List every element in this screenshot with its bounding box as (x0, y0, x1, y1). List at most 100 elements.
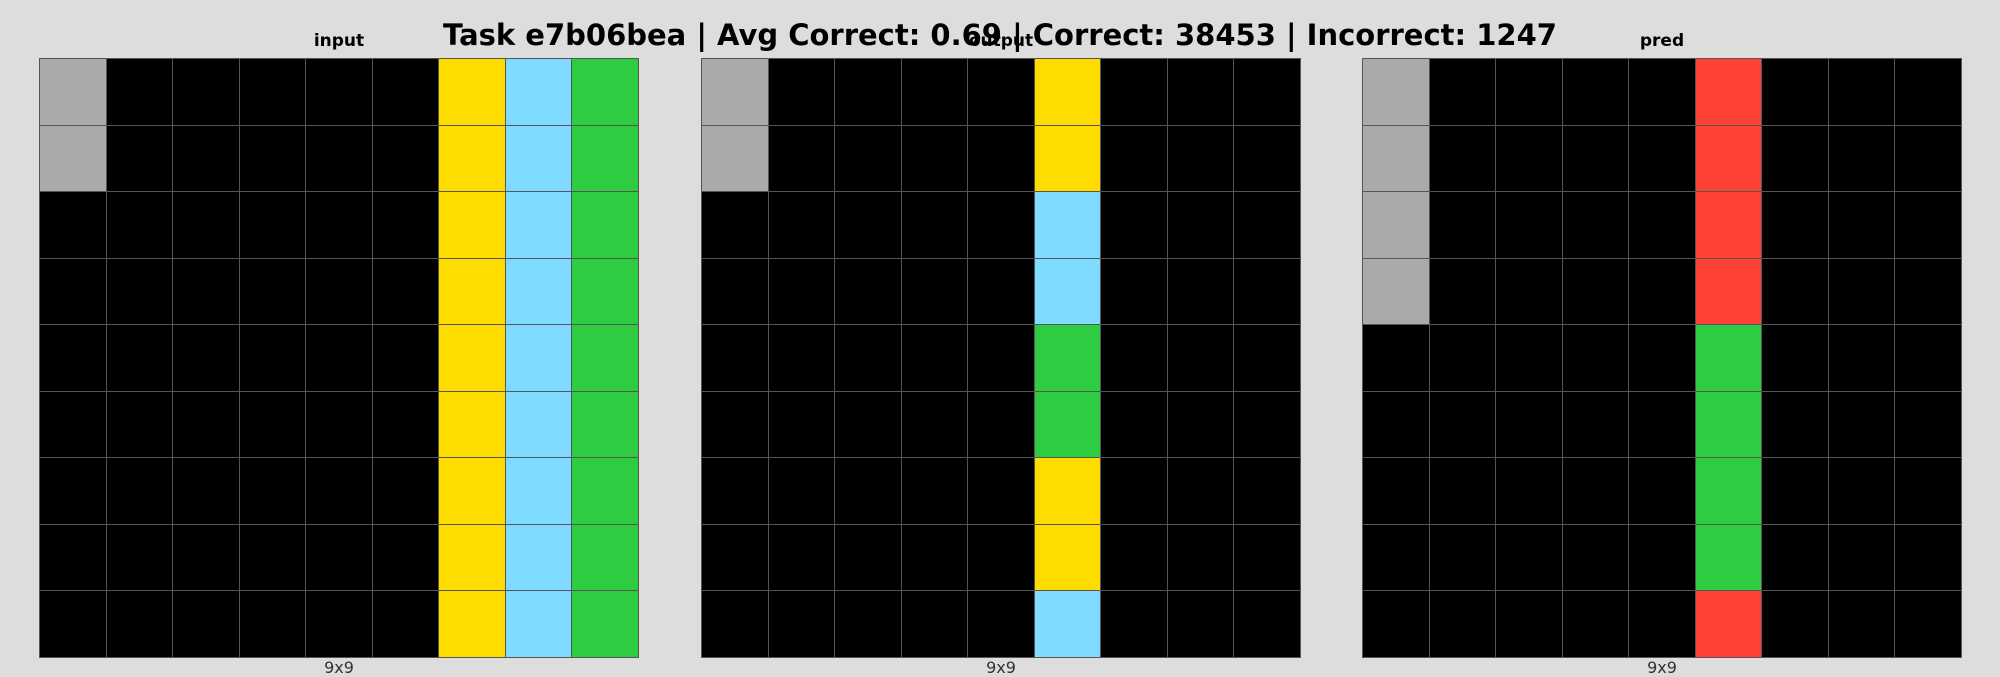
grid-cell (968, 325, 1034, 391)
grid-cell (1562, 591, 1629, 657)
grid-cell (239, 591, 306, 657)
grid-cell (306, 258, 372, 325)
grid-cell (572, 391, 638, 458)
grid-cell (40, 59, 106, 125)
grid-cell (1234, 325, 1300, 391)
grid-cell (1629, 59, 1695, 125)
grid-cell (306, 192, 372, 258)
grid-cell (1562, 524, 1629, 591)
grid-cell (901, 125, 968, 192)
grid-cell (1562, 125, 1629, 192)
grid-cell (1101, 192, 1167, 258)
grid-cell (505, 192, 572, 258)
grid-cell (372, 59, 439, 125)
grid-cell (901, 59, 968, 125)
grid-cell (1828, 524, 1895, 591)
grid-cell (968, 391, 1034, 458)
grid-cell (1695, 59, 1762, 125)
grid-cell (1234, 391, 1300, 458)
grid-cell (1629, 391, 1695, 458)
grid-cell (1695, 391, 1762, 458)
grid-cell (1429, 258, 1496, 325)
grid-cell (768, 125, 835, 192)
grid-cell (239, 258, 306, 325)
grid-cell (1496, 59, 1562, 125)
grid-cell (1762, 524, 1828, 591)
grid-cell (239, 524, 306, 591)
grid-cell (572, 59, 638, 125)
grid-cell (40, 325, 106, 391)
grid-cell (1234, 591, 1300, 657)
grid-cell (1034, 325, 1101, 391)
grid-cell (306, 458, 372, 524)
grid-cell (306, 59, 372, 125)
grid-cell (1429, 458, 1496, 524)
grid-cell (1695, 325, 1762, 391)
grid-cell (968, 458, 1034, 524)
grid-cell (1429, 591, 1496, 657)
input-panel: input 9x9 (39, 0, 639, 677)
grid-cell (702, 125, 768, 192)
grid-cell (1101, 325, 1167, 391)
grid-cell (173, 591, 239, 657)
grid-cell (439, 591, 505, 657)
grid-cell (1762, 258, 1828, 325)
grid-cell (1695, 258, 1762, 325)
grid-cell (768, 258, 835, 325)
grid-cell (239, 59, 306, 125)
grid-cell (372, 258, 439, 325)
grid-cell (239, 125, 306, 192)
grid-cell (1895, 258, 1961, 325)
grid-cell (505, 591, 572, 657)
grid-cell (1234, 524, 1300, 591)
grid-cell (372, 591, 439, 657)
grid-cell (439, 192, 505, 258)
grid-cell (1363, 391, 1429, 458)
grid-cell (1828, 192, 1895, 258)
grid-cell (702, 192, 768, 258)
grid-cell (572, 524, 638, 591)
grid-cell (1167, 125, 1234, 192)
grid-cell (439, 458, 505, 524)
grid-cell (1101, 524, 1167, 591)
grid-cell (306, 125, 372, 192)
grid-cell (1363, 59, 1429, 125)
grid-cell (1034, 192, 1101, 258)
grid-cell (372, 524, 439, 591)
grid-cell (1034, 258, 1101, 325)
grid-cell (1828, 258, 1895, 325)
grid-cell (572, 192, 638, 258)
grid-cell (1895, 192, 1961, 258)
grid-cell (40, 591, 106, 657)
grid-cell (1828, 591, 1895, 657)
grid-cell (1895, 524, 1961, 591)
grid-cell (173, 192, 239, 258)
grid-cell (1167, 391, 1234, 458)
grid-cell (1762, 125, 1828, 192)
grid-cell (1034, 59, 1101, 125)
grid-cell (1562, 325, 1629, 391)
grid-cell (1363, 192, 1429, 258)
grid-cell (901, 325, 968, 391)
grid-cell (1363, 125, 1429, 192)
grid-cell (173, 258, 239, 325)
grid-cell (1895, 125, 1961, 192)
grid-cell (106, 59, 173, 125)
grid-cell (1895, 325, 1961, 391)
grid-cell (1167, 591, 1234, 657)
grid-cell (106, 192, 173, 258)
grid-cell (1167, 458, 1234, 524)
grid-cell (1363, 258, 1429, 325)
grid-cell (1101, 125, 1167, 192)
grid-cell (505, 458, 572, 524)
grid-cell (835, 458, 901, 524)
grid-cell (835, 258, 901, 325)
grid-cell (372, 192, 439, 258)
grid-cell (702, 391, 768, 458)
grid-cell (1762, 325, 1828, 391)
grid-cell (702, 458, 768, 524)
grid-cell (1101, 391, 1167, 458)
grid-cell (835, 325, 901, 391)
grid-cell (1762, 59, 1828, 125)
grid-cell (306, 591, 372, 657)
